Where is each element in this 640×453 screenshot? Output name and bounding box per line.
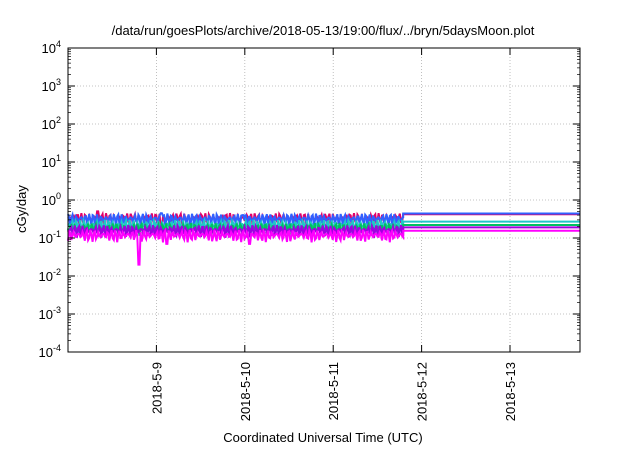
y-tick-label: 10-2 <box>39 267 61 284</box>
x-tick-label: 2018-5-12 <box>415 362 430 421</box>
y-tick-exponent: 1 <box>56 153 61 163</box>
y-tick-label: 10-1 <box>39 229 61 246</box>
y-tick-base: 10 <box>39 269 53 284</box>
series-line <box>67 226 580 266</box>
y-tick-base: 10 <box>42 155 56 170</box>
y-tick-exponent: -4 <box>53 343 61 353</box>
y-tick-base: 10 <box>42 79 56 94</box>
x-axis-label: Coordinated Universal Time (UTC) <box>223 430 422 445</box>
y-tick-base: 10 <box>42 117 56 132</box>
tick-layer <box>68 47 580 353</box>
y-tick-label: 10-4 <box>39 343 61 360</box>
x-tick-label: 2018-5-11 <box>326 362 341 420</box>
x-tick-labels: 2018-5-9 2018-5-10 2018-5-11 2018-5-12 2018-… <box>149 362 518 421</box>
y-tick-exponent: -1 <box>53 229 61 239</box>
y-tick-base: 10 <box>39 307 53 322</box>
x-tick-label: 2018-5-13 <box>503 362 518 421</box>
y-tick-exponent: 4 <box>56 39 61 49</box>
y-tick-label: 10-3 <box>39 305 61 322</box>
y-tick-exponent: 3 <box>56 77 61 87</box>
y-tick-exponent: 2 <box>56 115 61 125</box>
series-layer <box>67 210 580 266</box>
y-tick-label: 103 <box>42 77 61 94</box>
y-tick-label: 101 <box>42 153 61 170</box>
y-tick-label: 102 <box>42 115 61 132</box>
y-tick-base: 10 <box>42 41 56 56</box>
y-tick-exponent: -3 <box>53 305 61 315</box>
x-tick-label: 2018-5-10 <box>238 362 253 421</box>
y-tick-base: 10 <box>39 345 53 360</box>
y-tick-label: 100 <box>42 191 61 208</box>
y-tick-base: 10 <box>39 231 53 246</box>
grid-layer <box>68 48 580 352</box>
y-tick-exponent: -2 <box>53 267 61 277</box>
y-tick-base: 10 <box>42 193 56 208</box>
y-axis-label: cGy/day <box>14 185 29 233</box>
chart-title: /data/run/goesPlots/archive/2018-05-13/1… <box>112 23 535 38</box>
x-tick-label: 2018-5-9 <box>149 362 164 414</box>
y-tick-exponent: 0 <box>56 191 61 201</box>
y-tick-label: 104 <box>42 39 61 56</box>
